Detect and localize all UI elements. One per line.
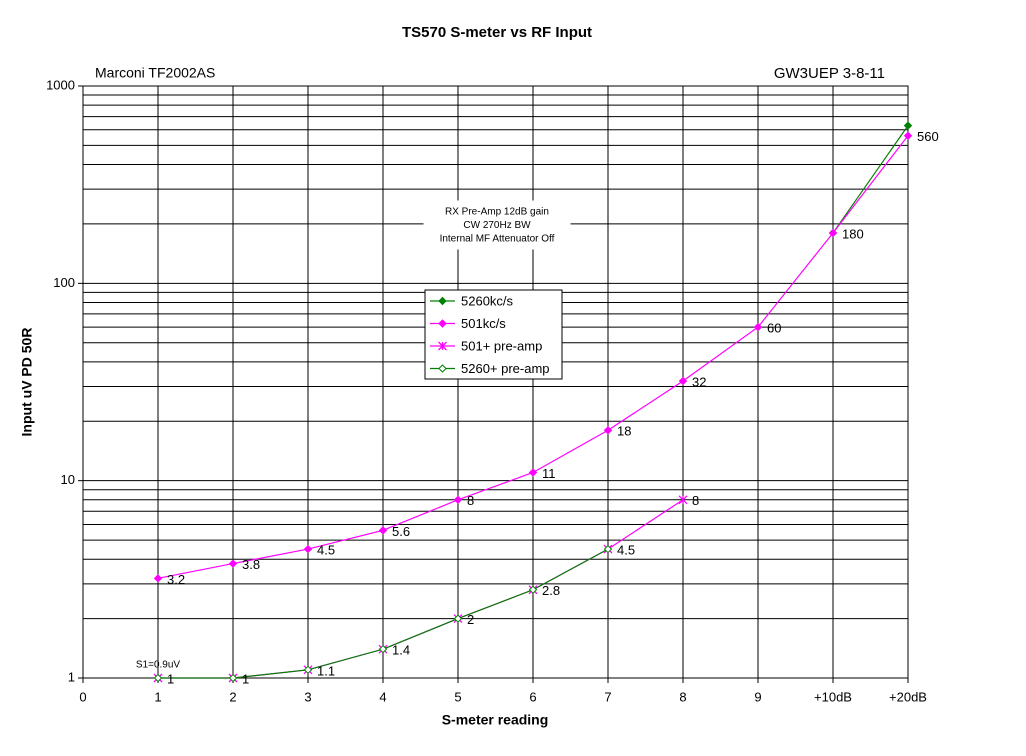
legend-marker xyxy=(438,296,447,306)
point xyxy=(153,574,163,583)
point xyxy=(153,673,163,683)
x-tick-label: +10dB xyxy=(814,689,852,704)
point xyxy=(303,665,313,675)
point xyxy=(378,526,388,535)
data-label: 18 xyxy=(617,424,631,439)
legend-label: 5260kc/s xyxy=(461,293,514,308)
legend xyxy=(424,289,563,380)
point xyxy=(678,376,688,386)
data-label: 1.4 xyxy=(392,643,410,658)
point xyxy=(903,121,913,130)
point xyxy=(528,468,538,477)
x-axis-label: S-meter reading xyxy=(442,712,549,728)
x-tick-label: +20dB xyxy=(889,689,927,704)
legend-marker xyxy=(438,364,447,373)
legend-marker xyxy=(438,341,447,351)
data-label: 2 xyxy=(467,612,474,627)
point xyxy=(603,426,613,435)
chart-title: TS570 S-meter vs RF Input xyxy=(402,24,592,41)
point xyxy=(903,131,913,140)
x-tick-label: 6 xyxy=(529,689,536,704)
data-label: 3.8 xyxy=(242,557,260,572)
data-label: 560 xyxy=(917,129,939,144)
data-label: 4.5 xyxy=(617,543,635,558)
x-tick-label: 5 xyxy=(454,689,461,704)
point xyxy=(678,495,688,505)
x-tick-label: 4 xyxy=(379,689,386,704)
data-label: 11 xyxy=(542,466,556,481)
annotation: RX Pre-Amp 12dB gain xyxy=(445,207,549,218)
point xyxy=(378,644,388,654)
point xyxy=(753,322,763,332)
annotation: Internal MF Attenuator Off xyxy=(440,234,555,245)
x-tick-label: 1 xyxy=(154,689,161,704)
annotation: Marconi TF2002AS xyxy=(95,65,215,81)
annotation: CW 270Hz BW xyxy=(463,220,531,231)
data-label: 5.6 xyxy=(392,524,410,539)
x-tick-label: 2 xyxy=(229,689,236,704)
data-label: 2.8 xyxy=(542,583,560,598)
point xyxy=(603,544,613,554)
data-label: 3.2 xyxy=(167,572,185,587)
y-tick-label: 1 xyxy=(68,669,75,684)
point xyxy=(453,495,463,504)
legend-marker xyxy=(438,319,447,328)
x-tick-label: 9 xyxy=(754,689,761,704)
annotation: GW3UEP 3-8-11 xyxy=(774,65,885,82)
data-label: 32 xyxy=(692,374,706,389)
y-tick-label: 100 xyxy=(53,275,75,290)
data-label: 4.5 xyxy=(317,543,335,558)
point xyxy=(828,228,838,238)
data-label: 1 xyxy=(242,671,249,686)
annotation-box xyxy=(423,200,571,250)
data-label: 1.1 xyxy=(317,663,335,678)
data-label: 180 xyxy=(842,226,864,241)
legend-label: 501kc/s xyxy=(461,316,506,331)
point xyxy=(228,673,238,683)
point xyxy=(303,544,313,554)
data-label: 8 xyxy=(692,493,699,508)
y-axis-label: Input uV PD 50R xyxy=(19,328,35,437)
data-label: 60 xyxy=(767,321,781,336)
legend-label: 501+ pre-amp xyxy=(461,338,542,353)
series-line xyxy=(832,125,909,234)
data-label: 1 xyxy=(167,671,174,686)
annotation: S1=0.9uV xyxy=(136,660,181,671)
x-tick-label: 3 xyxy=(304,689,311,704)
x-tick-label: 7 xyxy=(604,689,611,704)
point xyxy=(228,559,238,568)
plot-area xyxy=(82,85,909,679)
legend-label: 5260+ pre-amp xyxy=(461,361,550,376)
y-tick-label: 1000 xyxy=(46,77,75,92)
x-tick-label: 0 xyxy=(79,689,86,704)
x-tick-label: 8 xyxy=(679,689,686,704)
data-label: 8 xyxy=(467,493,474,508)
y-tick-label: 10 xyxy=(61,472,75,487)
point xyxy=(528,585,538,594)
point xyxy=(453,614,463,623)
